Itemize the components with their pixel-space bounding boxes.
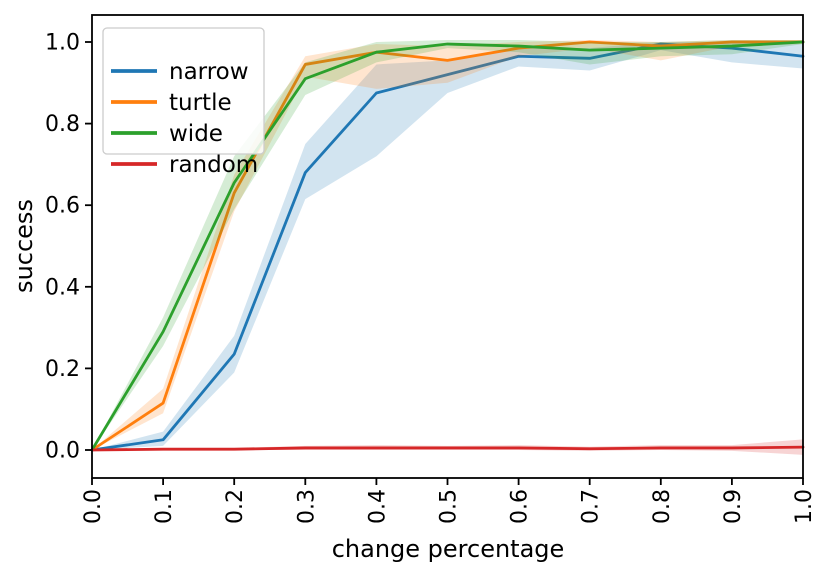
series-line-turtle xyxy=(90,40,805,452)
x-tick-label: 0.5 xyxy=(437,489,462,524)
legend-label-narrow: narrow xyxy=(169,59,249,85)
y-tick-label: 0.4 xyxy=(45,275,80,300)
y-tick-label: 0.8 xyxy=(45,112,80,137)
x-tick-label: 0.8 xyxy=(650,489,675,524)
y-axis-ticks: 0.0 0.2 0.4 0.6 0.8 1.0 xyxy=(45,31,92,464)
y-tick-label: 0.2 xyxy=(45,357,80,382)
x-tick-label: 0.6 xyxy=(508,489,533,524)
y-tick-label: 0.0 xyxy=(45,439,80,464)
confidence-band-wide xyxy=(92,39,803,451)
x-tick-label: 0.4 xyxy=(365,489,390,524)
x-tick-label: 0.7 xyxy=(579,489,604,524)
x-tick-label: 0.0 xyxy=(81,489,106,524)
x-tick-label: 0.1 xyxy=(152,489,177,524)
y-tick-label: 0.6 xyxy=(45,194,80,219)
y-axis-label: success xyxy=(10,199,38,293)
series-line-random xyxy=(90,445,805,452)
x-tick-label: 0.2 xyxy=(223,489,248,524)
confidence-band-turtle xyxy=(92,39,803,451)
x-tick-label: 0.9 xyxy=(721,489,746,524)
x-tick-label: 0.3 xyxy=(294,489,319,524)
series-line-wide xyxy=(90,40,805,452)
x-axis-label: change percentage xyxy=(332,535,565,563)
series-plot-area xyxy=(90,39,805,455)
legend-label-random: random xyxy=(169,152,258,178)
x-tick-label: 1.0 xyxy=(792,489,817,524)
legend-item-random: random xyxy=(111,152,258,178)
x-axis-ticks: 0.0 0.1 0.2 0.3 0.4 0.5 0.6 0.7 0.8 0.9 1.0 xyxy=(81,478,817,524)
legend-item-wide: wide xyxy=(111,121,223,147)
legend-label-wide: wide xyxy=(169,121,223,147)
legend: narrow turtle wide random xyxy=(102,27,265,178)
legend-box xyxy=(102,27,265,155)
legend-item-turtle: turtle xyxy=(111,90,232,116)
legend-item-narrow: narrow xyxy=(111,59,249,85)
y-tick-label: 1.0 xyxy=(45,31,80,56)
legend-label-turtle: turtle xyxy=(169,90,232,116)
